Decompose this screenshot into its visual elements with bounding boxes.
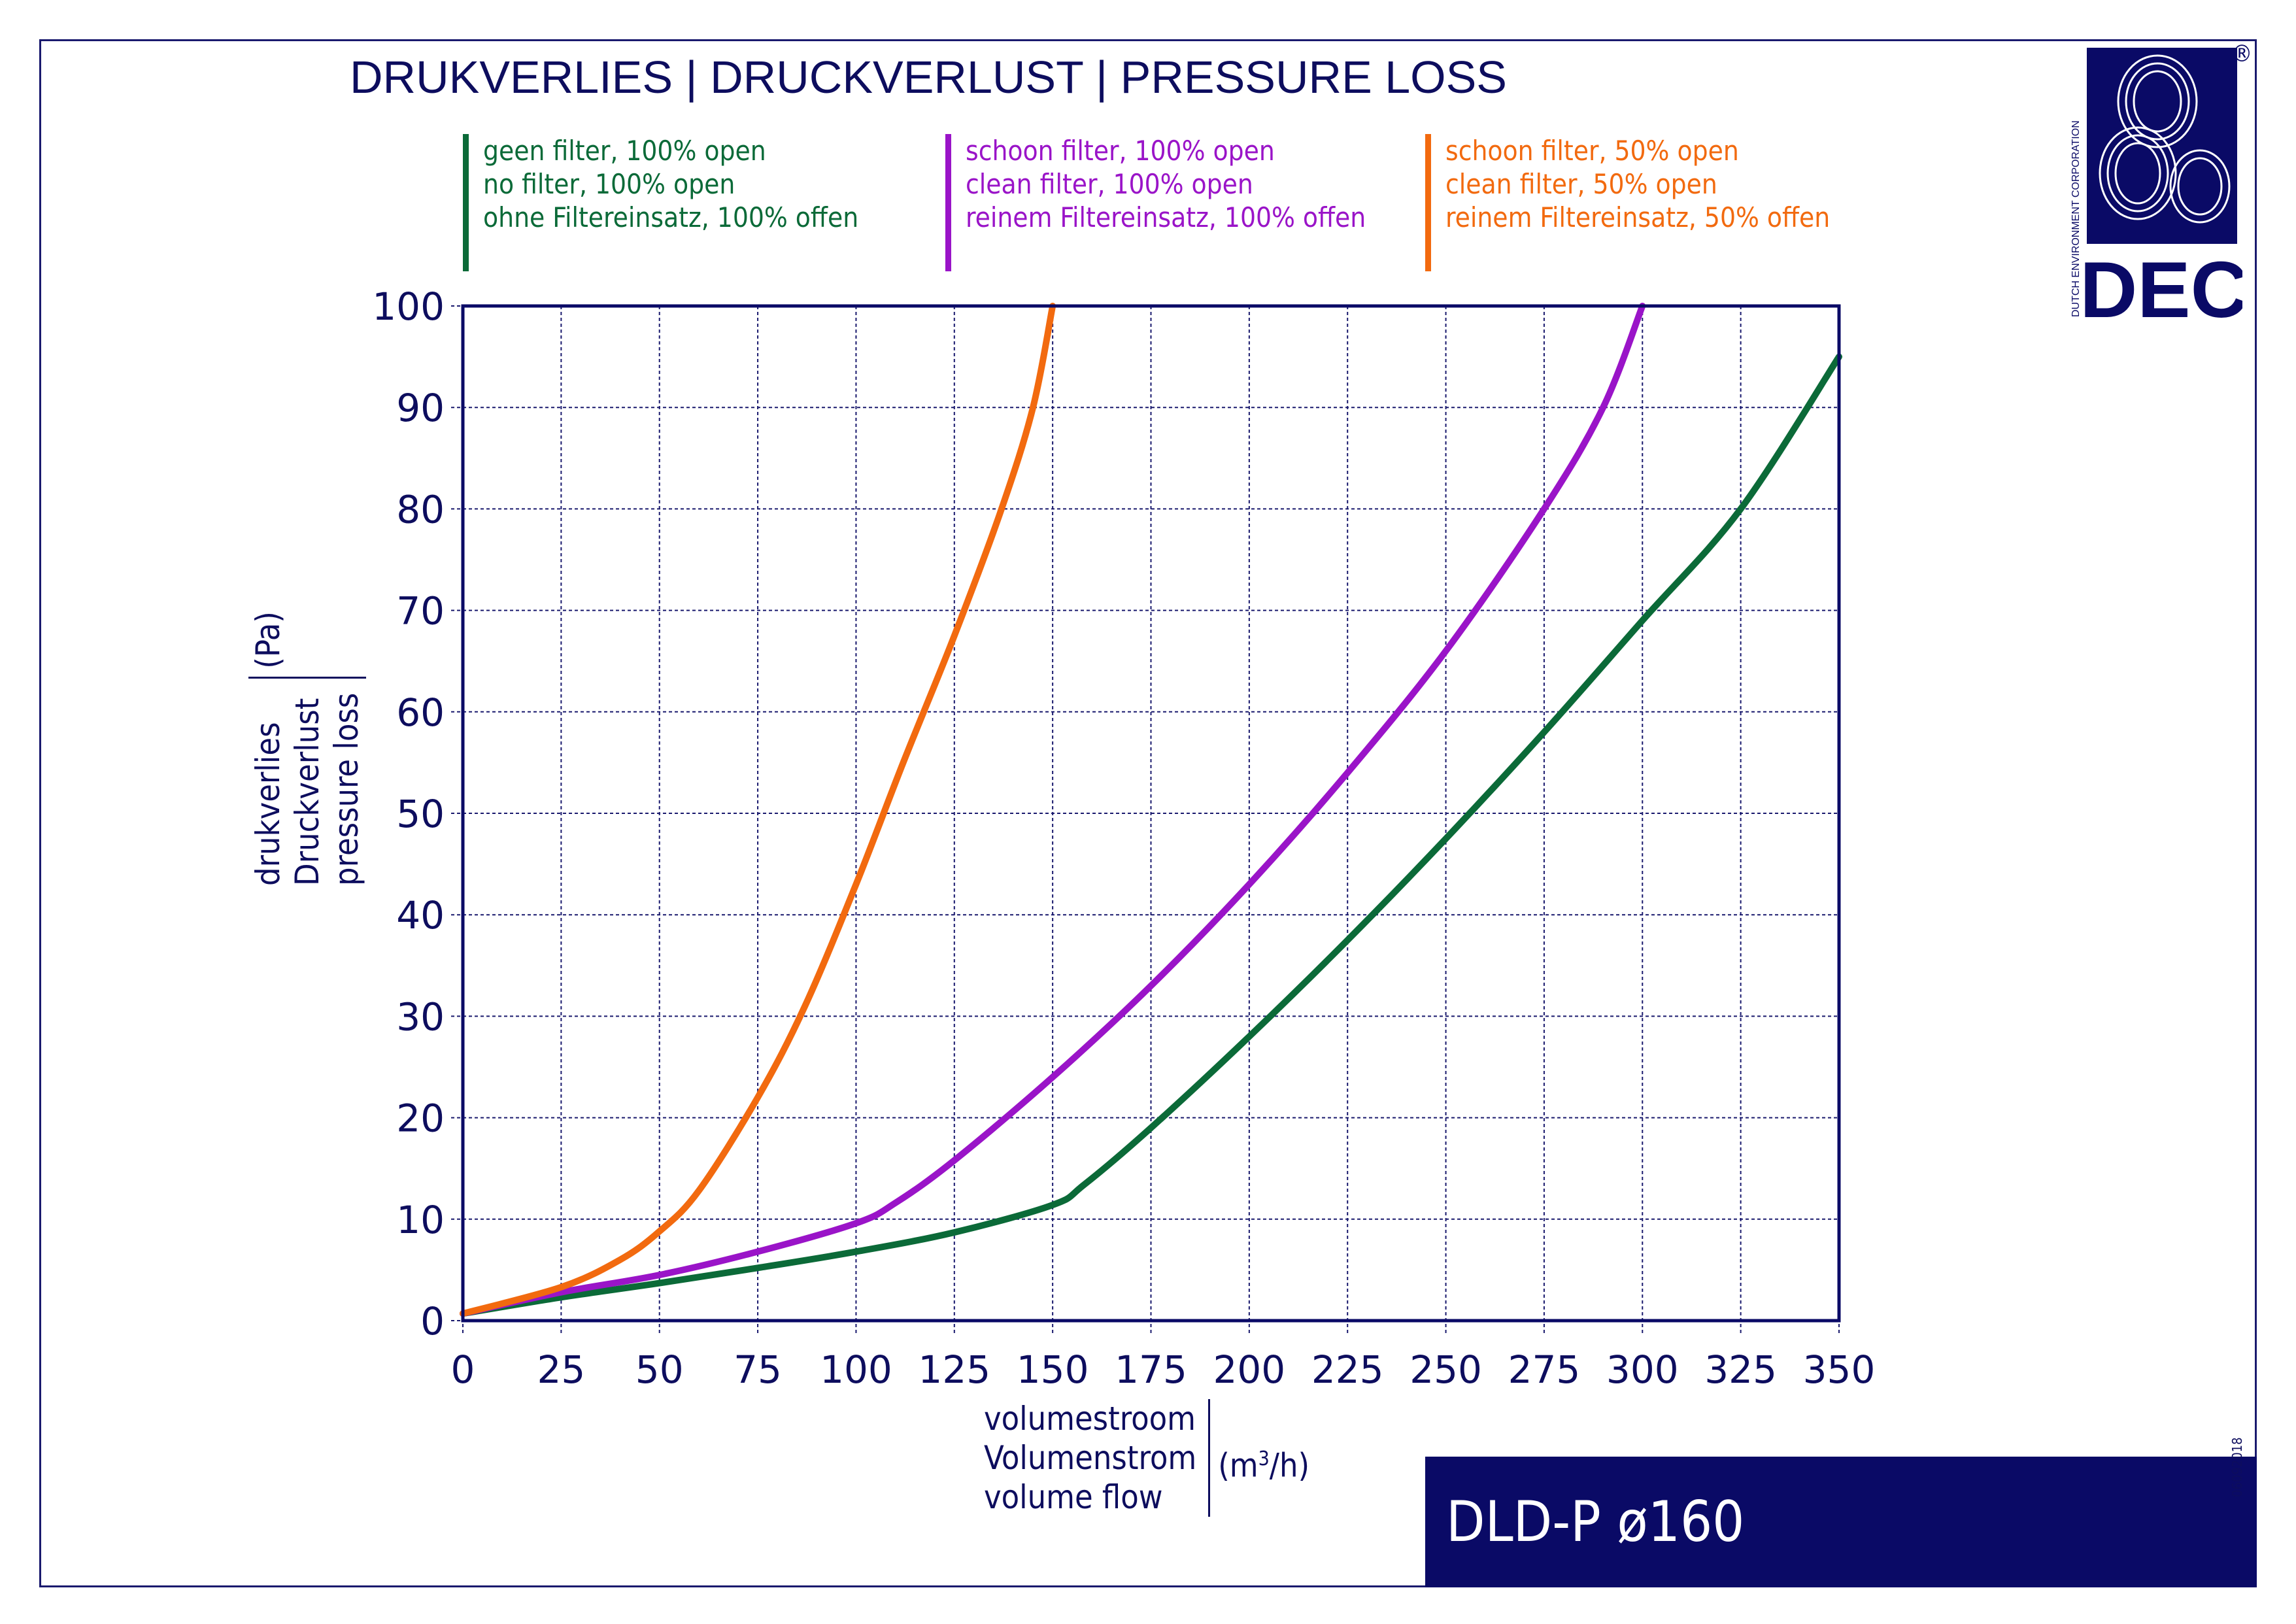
y-tick-label: 30 [396,994,445,1039]
legend-line: geen filter, 100% open [483,135,766,167]
series-line-green [460,353,1842,1317]
page-border [39,39,2257,1587]
legend-line: clean filter, 100% open [966,168,1253,200]
y-tick-label: 70 [396,589,445,634]
y-tick-label: 90 [396,386,445,430]
product-name: DLD-P ø160 [1425,1457,2257,1587]
y-tick-label: 80 [396,487,445,532]
x-tick-label: 125 [918,1347,990,1392]
x-tick-label: 175 [1115,1347,1187,1392]
y-tick-label: 60 [396,690,445,735]
x-tick-label: 200 [1213,1347,1285,1392]
logo-text: DEC [2080,245,2242,324]
legend-line: clean filter, 50% open [1445,168,1717,200]
x-tick-label: 250 [1410,1347,1482,1392]
x-label-de: Volumenstrom [984,1439,1197,1477]
y-axis-label: drukverlies Druckverlust pressure loss (… [248,611,366,886]
x-tick-label: 75 [734,1347,782,1392]
x-tick-label: 50 [635,1347,684,1392]
y-label-de: Druckverlust [288,698,326,886]
x-tick-label: 100 [820,1347,892,1392]
document-code: 06092018 [2229,1437,2245,1497]
series-lines [460,303,1842,1317]
legend-line: schoon filter, 50% open [1445,135,1739,167]
legend-clean-filter-50: schoon filter, 50% open clean filter, 50… [1425,134,1830,271]
chart-title: DRUKVERLIES | DRUCKVERLUST | PRESSURE LO… [350,52,1507,103]
x-tick-label: 325 [1704,1347,1777,1392]
x-tick-label: 150 [1017,1347,1089,1392]
dec-logo: DEC DUTCH ENVIRONMENT CORPORATION [2070,48,2242,324]
legend-line: reinem Filtereinsatz, 100% offen [966,201,1366,233]
legend-line: schoon filter, 100% open [966,135,1275,167]
y-tick-label: 10 [396,1198,445,1242]
y-tick-label: 100 [372,284,445,329]
logo-side-text: DUTCH ENVIRONMENT CORPORATION [2070,120,2082,317]
y-tick-label: 0 [420,1299,445,1344]
x-label-nl: volumestroom [984,1400,1196,1438]
y-tick-label: 50 [396,792,445,836]
x-tick-label: 300 [1606,1347,1679,1392]
series-line-purple [460,303,1646,1317]
y-label-en: pressure loss [328,692,365,886]
registered-mark: ® [2231,41,2253,67]
x-label-en: volume flow [984,1478,1163,1516]
x-tick-label: 25 [537,1347,585,1392]
x-tick-label: 350 [1803,1347,1876,1392]
y-label-nl: drukverlies [249,722,287,886]
x-axis-unit: (m3/h) [1218,1446,1310,1485]
tick-labels: 0 25 50 75 100 125 150 175 200 225 250 275 300 325 350… [372,284,1875,1392]
x-tick-label: 225 [1311,1347,1384,1392]
x-tick-label: 0 [451,1347,475,1392]
grid [451,305,1840,1334]
y-tick-label: 20 [396,1096,445,1141]
y-tick-label: 40 [396,893,445,938]
y-axis-unit: (Pa) [249,611,287,669]
legend-clean-filter-100: schoon filter, 100% open clean filter, 1… [945,134,1366,271]
plot-frame [461,304,1841,1323]
legend-line: ohne Filtereinsatz, 100% offen [483,201,859,233]
series-line-orange [460,303,1056,1317]
legend-line: no filter, 100% open [483,168,735,200]
x-axis-label: volumestroom Volumenstrom volume flow (m… [984,1399,1309,1517]
legend-no-filter: geen filter, 100% open no filter, 100% o… [463,134,858,271]
x-tick-label: 275 [1508,1347,1581,1392]
legend-line: reinem Filtereinsatz, 50% offen [1445,201,1831,233]
